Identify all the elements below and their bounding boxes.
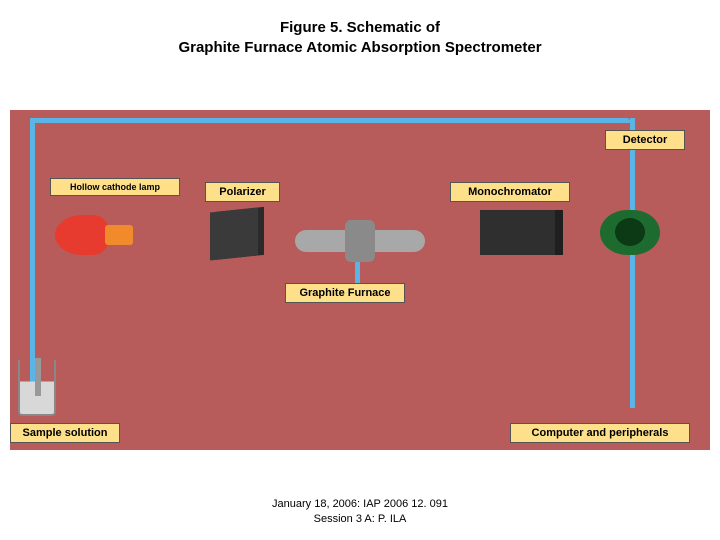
label-hollow-cathode-lamp: Hollow cathode lamp bbox=[50, 178, 180, 196]
tube-left bbox=[30, 118, 35, 388]
tube-top bbox=[30, 118, 630, 123]
title-line-2: Graphite Furnace Atomic Absorption Spect… bbox=[0, 38, 720, 58]
label-detector: Detector bbox=[605, 130, 685, 150]
footer-line-2: Session 3 A: P. ILA bbox=[0, 512, 720, 526]
label-computer-peripherals: Computer and peripherals bbox=[510, 423, 690, 443]
label-sample-solution: Sample solution bbox=[10, 423, 120, 443]
label-monochromator: Monochromator bbox=[450, 182, 570, 202]
detector bbox=[600, 210, 660, 255]
monochromator-box bbox=[480, 210, 555, 255]
diagram-panel: Detector Hollow cathode lamp Polarizer M… bbox=[10, 110, 710, 450]
footer-line-1: January 18, 2006: IAP 2006 12. 091 bbox=[0, 497, 720, 511]
figure-title: Figure 5. Schematic of Graphite Furnace … bbox=[0, 0, 720, 57]
polarizer-box bbox=[210, 207, 258, 260]
hollow-cathode-lamp bbox=[55, 215, 110, 255]
sample-beaker bbox=[18, 360, 56, 416]
tube-detector-down bbox=[630, 253, 635, 408]
title-line-1: Figure 5. Schematic of bbox=[0, 18, 720, 38]
label-polarizer: Polarizer bbox=[205, 182, 280, 202]
slide-footer: January 18, 2006: IAP 2006 12. 091 Sessi… bbox=[0, 497, 720, 526]
label-graphite-furnace: Graphite Furnace bbox=[285, 283, 405, 303]
